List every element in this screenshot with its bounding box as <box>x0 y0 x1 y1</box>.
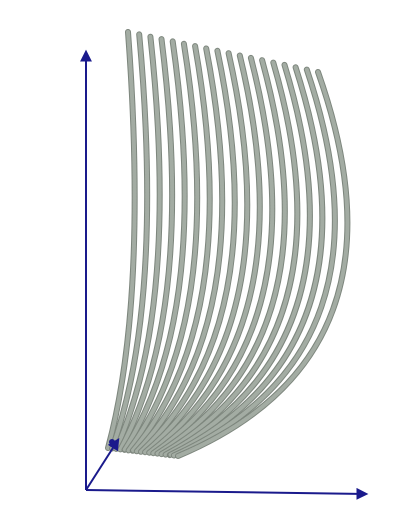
curve <box>118 37 175 452</box>
curve <box>143 51 250 455</box>
curve <box>110 32 150 451</box>
curve <box>155 58 287 456</box>
curve <box>159 60 300 457</box>
curve <box>130 44 212 453</box>
curve <box>106 30 137 450</box>
curve <box>147 53 262 455</box>
axes-triad <box>80 49 369 500</box>
curve <box>126 41 200 453</box>
curve <box>138 48 237 454</box>
x-axis-line <box>85 487 369 500</box>
curve <box>151 55 275 456</box>
curve <box>134 46 225 454</box>
curve <box>114 34 162 451</box>
z-axis-line <box>85 437 120 491</box>
curve <box>122 39 187 452</box>
curve <box>163 62 312 457</box>
curve <box>171 67 337 458</box>
curve-family <box>105 29 351 459</box>
curve <box>167 65 325 458</box>
curve <box>176 70 350 458</box>
origin-marker <box>109 439 115 445</box>
